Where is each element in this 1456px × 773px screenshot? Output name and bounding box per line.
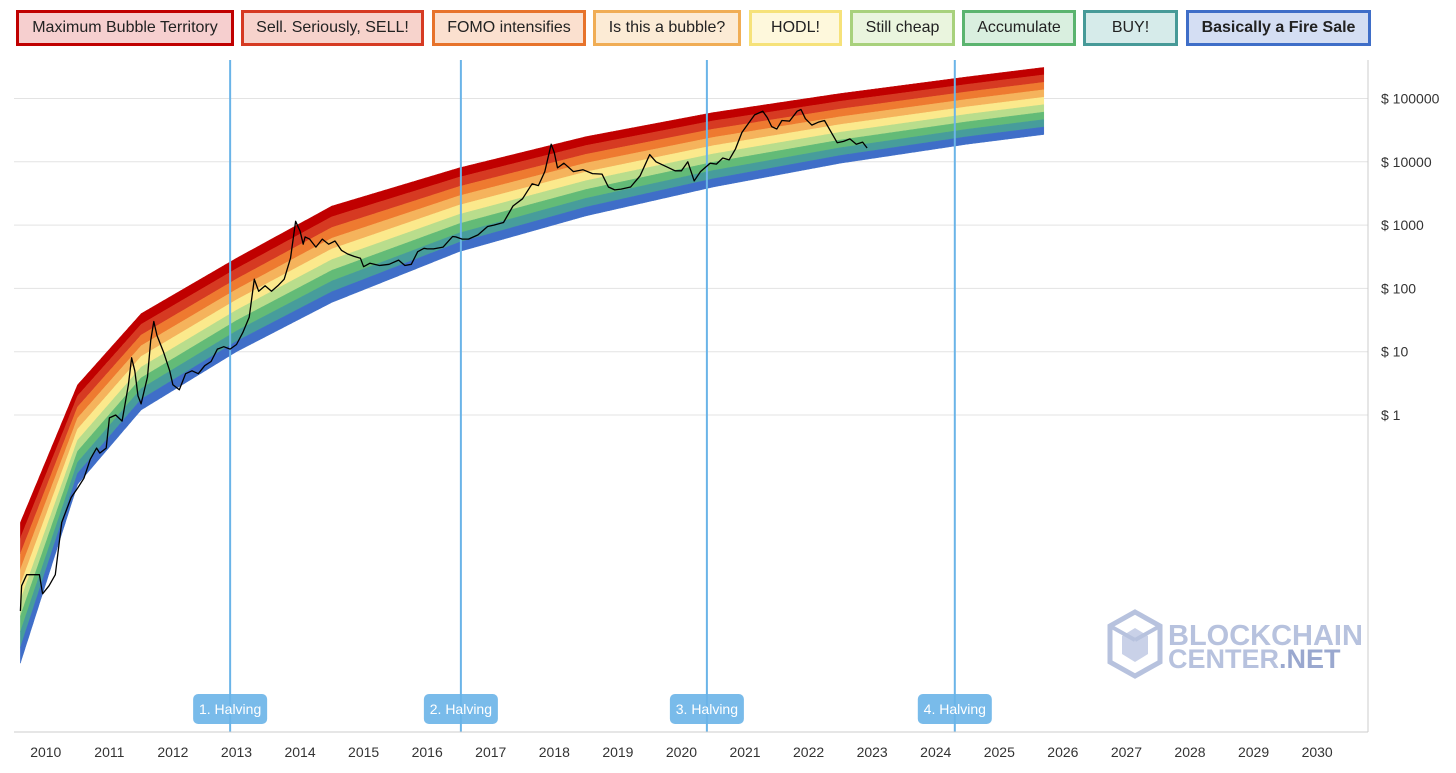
blockchaincenter-watermark: BLOCKCHAIN CENTER.NET xyxy=(1107,609,1363,679)
legend-item-still-cheap[interactable]: Still cheap xyxy=(850,10,955,46)
legend-item-basically-a-fire-sale[interactable]: Basically a Fire Sale xyxy=(1186,10,1371,46)
x-tick-label-2017: 2017 xyxy=(475,744,506,760)
halving-badge-4[interactable] xyxy=(917,694,992,724)
halving-badge-2[interactable] xyxy=(423,694,498,724)
x-tick-label-2010: 2010 xyxy=(30,744,61,760)
x-tick-label-2030: 2030 xyxy=(1302,744,1333,760)
legend-item-fomo-intensifies[interactable]: FOMO intensifies xyxy=(432,10,586,46)
halving-label-4: 4. Halving xyxy=(924,701,986,717)
band-basically-a-fire-sale xyxy=(20,126,1045,664)
x-tick-label-2028: 2028 xyxy=(1174,744,1205,760)
legend-item-label: BUY! xyxy=(1111,19,1150,36)
x-tick-label-2023: 2023 xyxy=(857,744,888,760)
legend-item-hodl[interactable]: HODL! xyxy=(749,10,842,46)
x-tick-label-2026: 2026 xyxy=(1047,744,1078,760)
x-tick-label-2020: 2020 xyxy=(666,744,697,760)
legend-item-label: Sell. Seriously, SELL! xyxy=(256,19,409,36)
watermark-line2: CENTER.NET xyxy=(1168,644,1341,674)
x-tick-label-2024: 2024 xyxy=(920,744,951,760)
legend-item-is-this-a-bubble[interactable]: Is this a bubble? xyxy=(593,10,741,46)
blockchaincenter-logo-icon xyxy=(1107,609,1163,679)
x-tick-label-2011: 2011 xyxy=(94,744,124,760)
axes: 2010 2011 2012 2013 2014 2015 2016 2017 2018 2019… xyxy=(14,60,1440,760)
halving-badge-1[interactable] xyxy=(193,694,268,724)
x-tick-label-2012: 2012 xyxy=(157,744,188,760)
y-tick-label-10000: $ 10000 xyxy=(1381,154,1432,170)
y-tick-label-100000: $ 100000 xyxy=(1381,91,1440,107)
halving-markers: 1. Halving 2. Halving 3. Halving 4. Halving xyxy=(193,60,992,732)
rainbow-bands xyxy=(20,67,1045,664)
y-tick-label-10: $ 10 xyxy=(1381,344,1408,360)
legend-item-buy[interactable]: BUY! xyxy=(1083,10,1178,46)
x-tick-label-2021: 2021 xyxy=(729,744,760,760)
y-tick-label-1: $ 1 xyxy=(1381,407,1401,423)
legend-item-label: Is this a bubble? xyxy=(608,19,726,36)
legend-item-label: FOMO intensifies xyxy=(447,19,571,36)
x-tick-label-2027: 2027 xyxy=(1111,744,1142,760)
watermark-line1: BLOCKCHAIN xyxy=(1168,620,1363,652)
x-tick-label-2015: 2015 xyxy=(348,744,379,760)
legend-item-maximum-bubble-territory[interactable]: Maximum Bubble Territory xyxy=(16,10,234,46)
y-tick-label-100: $ 100 xyxy=(1381,280,1416,296)
x-tick-label-2029: 2029 xyxy=(1238,744,1269,760)
y-tick-label-1000: $ 1000 xyxy=(1381,217,1424,233)
halving-label-1: 1. Halving xyxy=(199,701,261,717)
legend-item-label: Maximum Bubble Territory xyxy=(32,19,218,36)
legend-item-label: Still cheap xyxy=(865,19,940,36)
legend-item-sell-seriously-sell[interactable]: Sell. Seriously, SELL! xyxy=(241,10,424,46)
legend-item-label: Basically a Fire Sale xyxy=(1201,19,1356,36)
x-tick-label-2016: 2016 xyxy=(412,744,443,760)
x-tick-label-2013: 2013 xyxy=(221,744,252,760)
x-tick-label-2022: 2022 xyxy=(793,744,824,760)
halving-label-2: 2. Halving xyxy=(430,701,492,717)
legend-item-label: Accumulate xyxy=(977,19,1061,36)
x-tick-label-2014: 2014 xyxy=(284,744,315,760)
x-tick-label-2018: 2018 xyxy=(539,744,570,760)
x-tick-label-2019: 2019 xyxy=(602,744,633,760)
halving-label-3: 3. Halving xyxy=(676,701,738,717)
legend-item-label: HODL! xyxy=(771,19,820,36)
legend-item-accumulate[interactable]: Accumulate xyxy=(962,10,1076,46)
price-line xyxy=(19,108,868,612)
price-series xyxy=(19,108,868,612)
halving-badge-3[interactable] xyxy=(669,694,744,724)
x-tick-label-2025: 2025 xyxy=(984,744,1015,760)
